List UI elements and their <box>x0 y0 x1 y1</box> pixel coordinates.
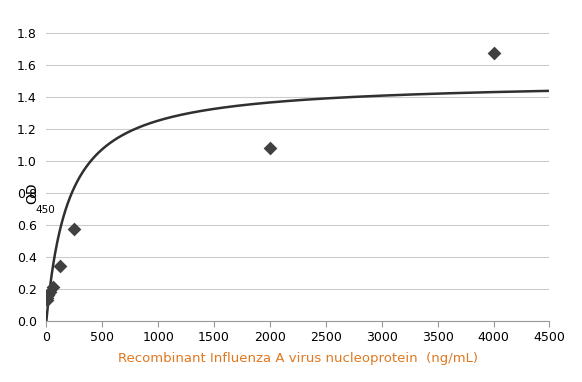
Point <box>70 227 79 233</box>
Point <box>489 50 498 57</box>
Text: OD: OD <box>25 182 39 204</box>
Point <box>56 263 65 269</box>
Point <box>265 145 275 151</box>
Point <box>45 289 55 295</box>
Point <box>49 284 58 290</box>
Text: 450: 450 <box>35 205 55 215</box>
Point <box>44 292 53 298</box>
Point <box>42 295 52 301</box>
Point <box>42 297 51 303</box>
X-axis label: Recombinant Influenza A virus nucleoprotein  (ng/mL): Recombinant Influenza A virus nucleoprot… <box>118 352 478 365</box>
